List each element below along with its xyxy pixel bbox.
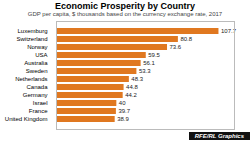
html-text:Economic Prosperity by Country: Economic Prosperity by Country: [55, 1, 195, 11]
svg-text:107.7: 107.7: [221, 28, 236, 35]
svg-text:United Kingdom: United Kingdom: [5, 116, 48, 122]
svg-text:39.7: 39.7: [118, 108, 130, 114]
svg-text:48.3: 48.3: [131, 76, 143, 82]
html-text:RFE/RL Graphics: RFE/RL Graphics: [194, 133, 244, 139]
svg-text:53.3: 53.3: [139, 68, 151, 74]
svg-text:Netherlands: Netherlands: [15, 76, 47, 82]
svg-text:USA: USA: [35, 52, 47, 58]
svg-text:Norway: Norway: [27, 44, 47, 50]
svg-text:Israel: Israel: [33, 100, 48, 106]
html-text:GDP per capita, $ thousands ba: GDP per capita, $ thousands based on the…: [27, 11, 223, 17]
svg-text:38.9: 38.9: [117, 116, 129, 122]
svg-text:73.6: 73.6: [170, 44, 182, 50]
svg-text:59.5: 59.5: [148, 52, 160, 58]
svg-text:Germany: Germany: [23, 92, 48, 98]
svg-text:44.8: 44.8: [126, 84, 138, 90]
svg-text:Australia: Australia: [24, 60, 48, 66]
svg-text:56.1: 56.1: [143, 60, 155, 66]
svg-text:Luxemburg: Luxemburg: [17, 28, 47, 34]
svg-text:80.8: 80.8: [180, 36, 192, 42]
svg-text:44.2: 44.2: [125, 92, 137, 98]
svg-text:Sweden: Sweden: [26, 68, 48, 74]
svg-text:Switzerland: Switzerland: [16, 36, 47, 42]
svg-text:40: 40: [119, 100, 126, 106]
svg-text:Canada: Canada: [26, 84, 48, 90]
svg-text:France: France: [29, 108, 48, 114]
